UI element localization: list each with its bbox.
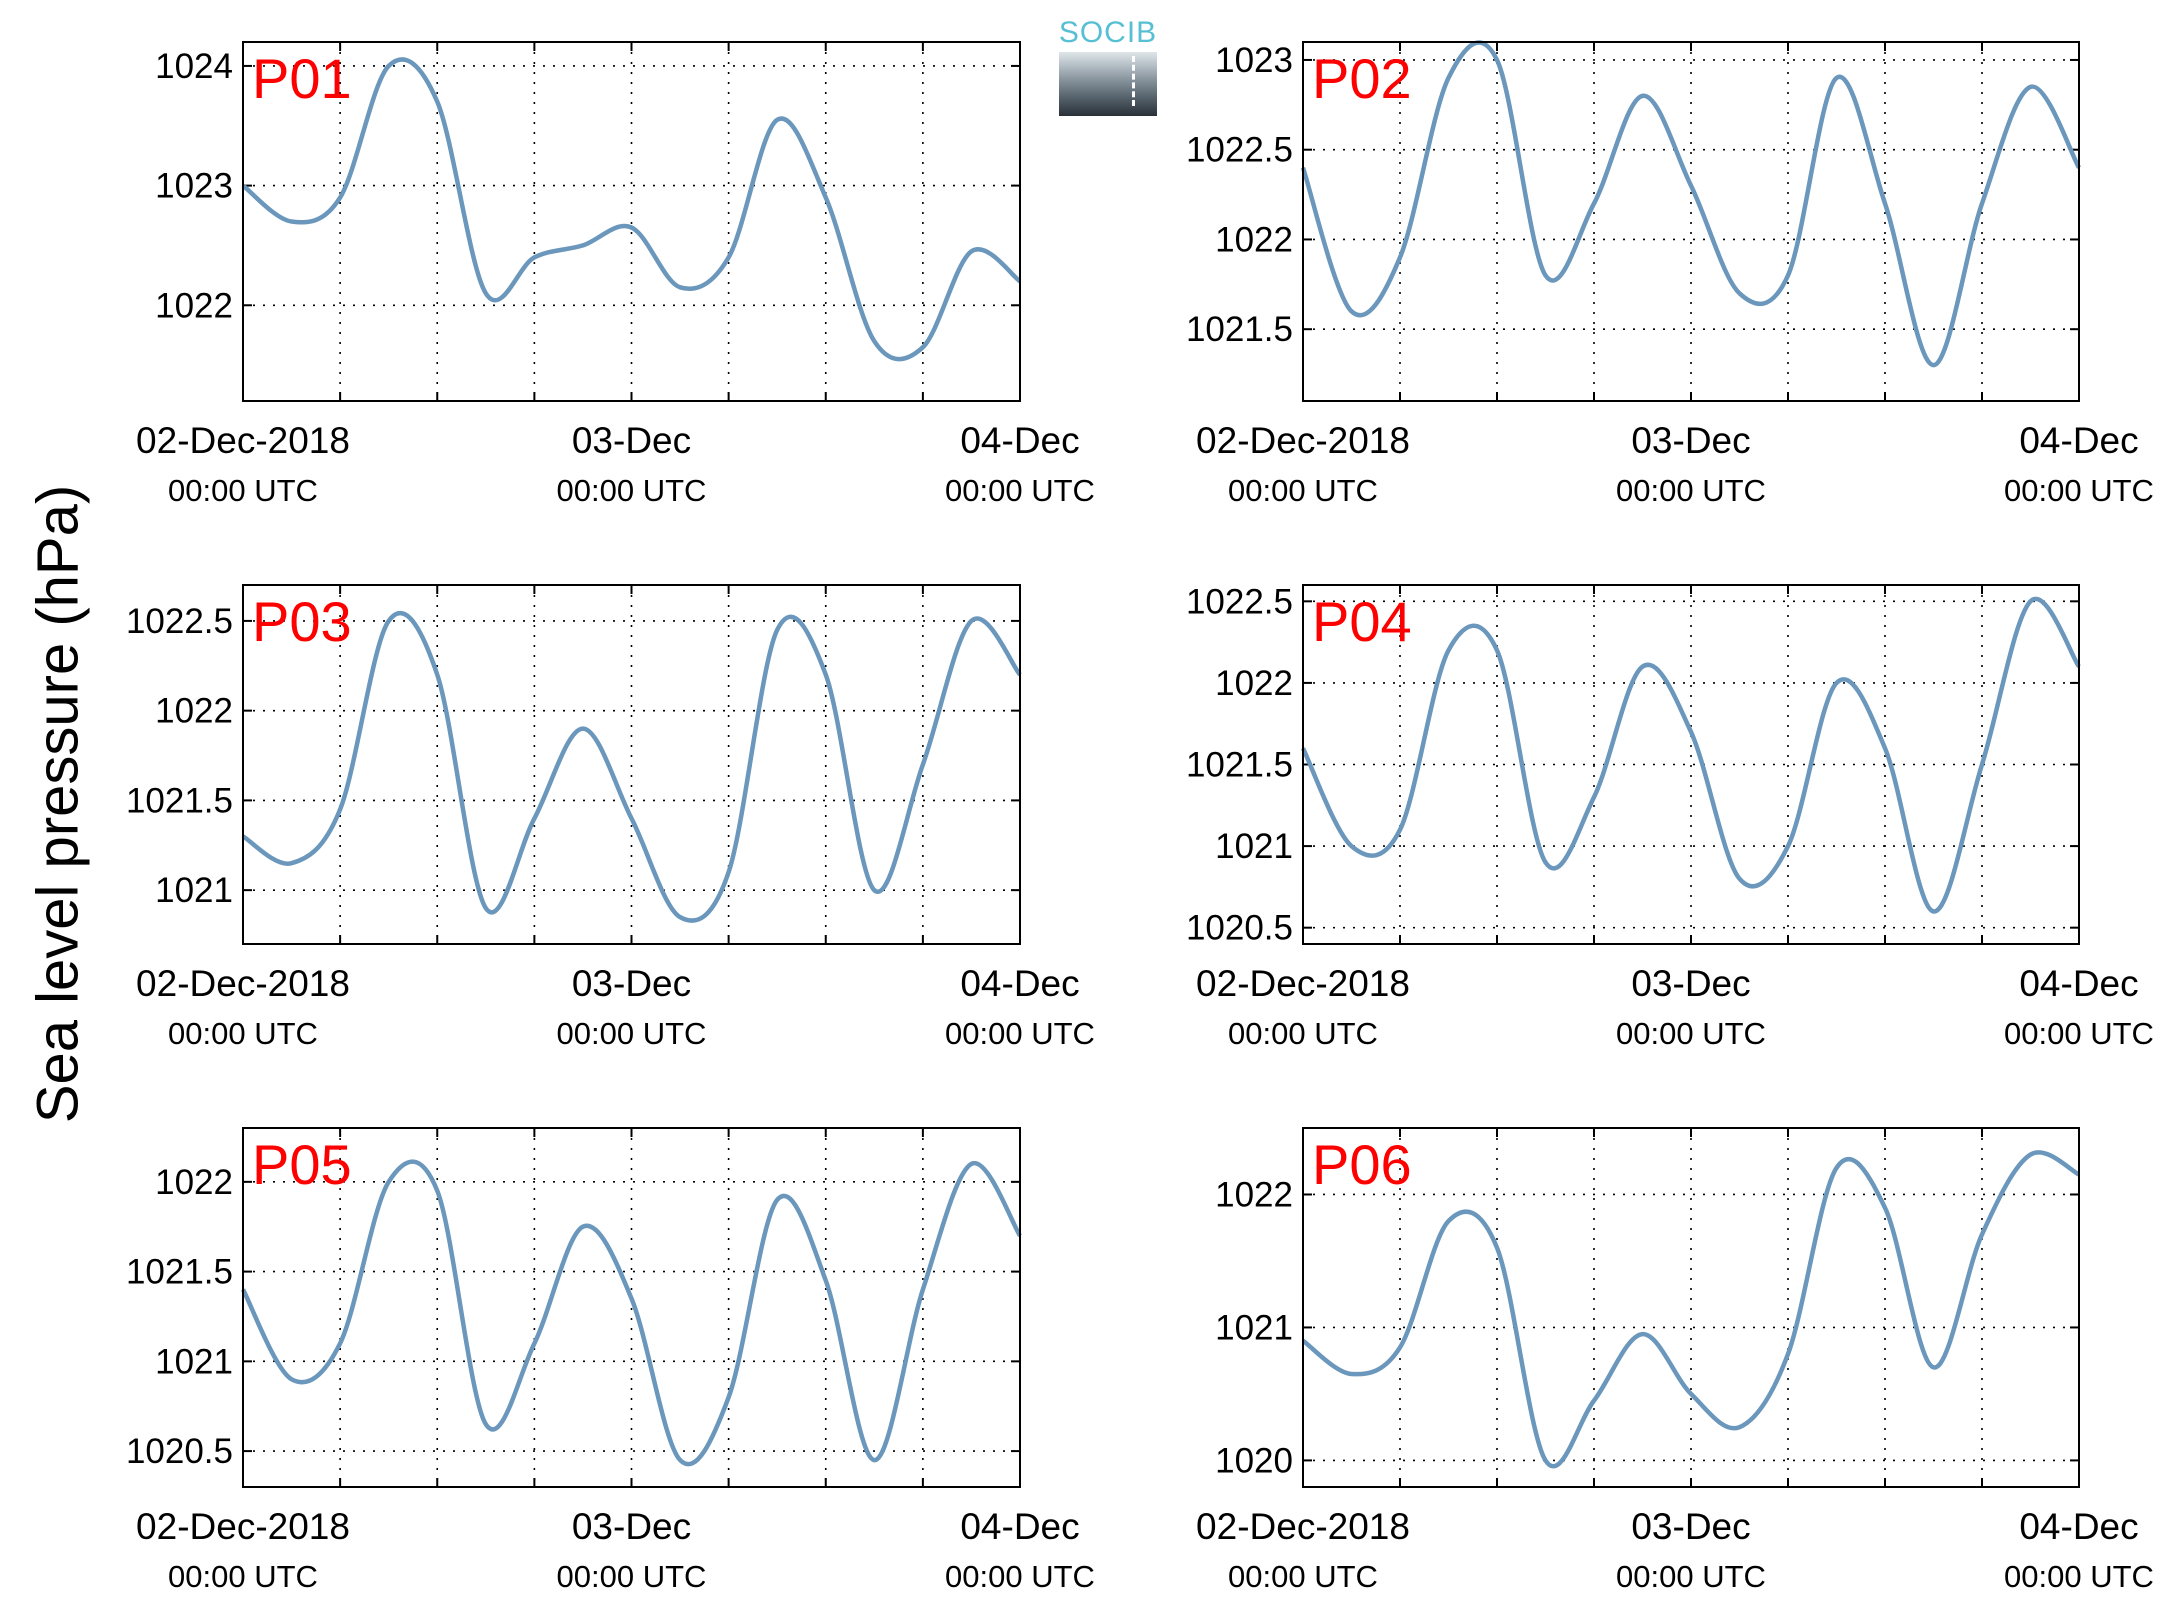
x-tick-time-label: 00:00 UTC: [945, 473, 1095, 508]
x-tick-date-label: 02-Dec-2018: [136, 963, 350, 1004]
y-tick-label: 1021.5: [1186, 310, 1293, 349]
panel-label: P05: [252, 1133, 352, 1196]
series-line-p02: [1300, 40, 2081, 368]
x-tick-date-label: 02-Dec-2018: [1196, 420, 1410, 461]
panel-p06: 1020 1021 1022 P06 02-Dec-2018 00:00 UTC 03-De…: [1196, 1127, 2154, 1594]
x-tick-date-label: 02-Dec-2018: [1196, 963, 1410, 1004]
y-tick-label: 1024: [155, 47, 233, 86]
x-tick-date-label: 03-Dec: [572, 1506, 691, 1547]
series-line-p03: [241, 611, 1022, 923]
y-tick-label: 1022: [155, 286, 233, 325]
y-tick-label: 1022.5: [126, 602, 233, 641]
y-tick-label: 1021.5: [126, 1253, 233, 1292]
y-tick-label: 1021: [155, 871, 233, 910]
x-tick-time-label: 00:00 UTC: [557, 473, 707, 508]
series-line-p06: [1301, 1150, 2081, 1469]
y-tick-label: 1022: [1215, 1175, 1293, 1214]
plot-frame: [1302, 1127, 2080, 1488]
x-tick-date-label: 04-Dec: [960, 1506, 1079, 1547]
panel-p01: 1022 1023 1024 P01 02-Dec-2018 00:00 UTC 03-De…: [136, 41, 1095, 508]
x-tick-time-label: 00:00 UTC: [1616, 473, 1766, 508]
x-tick-date-label: 04-Dec: [2019, 1506, 2138, 1547]
x-tick-date-label: 04-Dec: [960, 420, 1079, 461]
logo-dashed-line: [1132, 56, 1135, 106]
x-tick-time-label: 00:00 UTC: [557, 1559, 707, 1594]
x-tick-date-label: 03-Dec: [572, 963, 691, 1004]
x-tick-time-label: 00:00 UTC: [557, 1016, 707, 1051]
y-tick-label: 1022: [155, 692, 233, 731]
x-tick-time-label: 00:00 UTC: [2004, 473, 2154, 508]
x-tick-date-label: 03-Dec: [1631, 963, 1750, 1004]
series-line-p01: [241, 57, 1022, 362]
x-tick-time-label: 00:00 UTC: [1228, 1559, 1378, 1594]
y-tick-label: 1021.5: [126, 781, 233, 820]
x-tick-time-label: 00:00 UTC: [168, 1559, 318, 1594]
y-tick-label: 1022.5: [1186, 131, 1293, 170]
panel-p05: 1020.5 1021 1021.5 1022 P05 02-Dec-2018 00:00 …: [126, 1127, 1095, 1594]
x-tick-date-label: 03-Dec: [1631, 420, 1750, 461]
y-tick-label: 1021.5: [1186, 746, 1293, 785]
panel-label: P04: [1312, 590, 1412, 653]
x-tick-date-label: 02-Dec-2018: [1196, 1506, 1410, 1547]
x-tick-time-label: 00:00 UTC: [2004, 1016, 2154, 1051]
x-tick-time-label: 00:00 UTC: [168, 1016, 318, 1051]
series-line-p05: [241, 1159, 1022, 1467]
y-tick-label: 1022: [1215, 664, 1293, 703]
y-tick-label: 1020.5: [1186, 909, 1293, 948]
logo-text: SOCIB: [1058, 16, 1158, 49]
y-tick-label: 1020: [1215, 1441, 1293, 1480]
panel-label: P03: [252, 590, 352, 653]
socib-logo: SOCIB: [1056, 16, 1160, 126]
x-tick-date-label: 04-Dec: [2019, 420, 2138, 461]
panel-label: P06: [1312, 1133, 1412, 1196]
y-tick-label: 1020.5: [126, 1432, 233, 1471]
x-tick-time-label: 00:00 UTC: [1228, 1016, 1378, 1051]
panel-label: P01: [252, 47, 352, 110]
x-tick-time-label: 00:00 UTC: [945, 1559, 1095, 1594]
logo-graphic: [1059, 52, 1157, 116]
y-tick-label: 1022: [155, 1163, 233, 1202]
plot-frame: [242, 1127, 1021, 1488]
y-tick-label: 1023: [155, 167, 233, 206]
plot-frame: [1302, 584, 2080, 945]
panel-p04: 1020.5 1021 1021.5 1022 1022.5 P04 02-Dec-2018…: [1186, 582, 2154, 1051]
x-tick-date-label: 02-Dec-2018: [136, 420, 350, 461]
y-tick-label: 1022: [1215, 220, 1293, 259]
y-tick-label: 1021: [1215, 827, 1293, 866]
x-tick-time-label: 00:00 UTC: [2004, 1559, 2154, 1594]
plot-frame: [242, 584, 1021, 945]
x-tick-time-label: 00:00 UTC: [168, 473, 318, 508]
x-tick-time-label: 00:00 UTC: [1616, 1559, 1766, 1594]
x-tick-date-label: 04-Dec: [960, 963, 1079, 1004]
x-tick-date-label: 04-Dec: [2019, 963, 2138, 1004]
panel-p03: 1021 1021.5 1022 1022.5 P03 02-Dec-2018 00:00 …: [126, 584, 1095, 1051]
x-tick-date-label: 03-Dec: [572, 420, 691, 461]
y-tick-label: 1021: [1215, 1308, 1293, 1347]
x-tick-date-label: 02-Dec-2018: [136, 1506, 350, 1547]
x-tick-time-label: 00:00 UTC: [1616, 1016, 1766, 1051]
panel-label: P02: [1312, 47, 1412, 110]
y-tick-label: 1021: [155, 1342, 233, 1381]
y-tick-label: 1023: [1215, 41, 1293, 80]
plot-frame: [242, 41, 1021, 402]
series-line-p04: [1300, 596, 2081, 914]
panel-p02: 1021.5 1022 1022.5 1023 P02 02-Dec-2018 00:00 …: [1186, 40, 2154, 508]
x-tick-date-label: 03-Dec: [1631, 1506, 1750, 1547]
plot-frame: [1302, 41, 2080, 402]
x-tick-time-label: 00:00 UTC: [945, 1016, 1095, 1051]
x-tick-time-label: 00:00 UTC: [1228, 473, 1378, 508]
y-tick-label: 1022.5: [1186, 582, 1293, 621]
